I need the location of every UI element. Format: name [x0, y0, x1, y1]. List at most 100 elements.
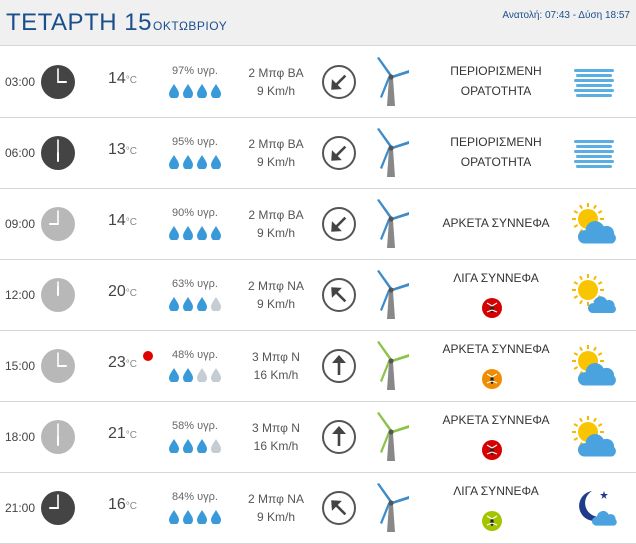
mosquito-alert-icon — [481, 510, 503, 532]
forecast-row: 12:00 20°C 63% υγρ. 2 Μπφ ΝΑ 9 Km/h ΛΙΓΑ… — [0, 260, 636, 331]
wind-beaufort: 3 Μπφ Ν — [252, 350, 300, 364]
row-time: 03:00 — [5, 75, 36, 89]
row-wind: 2 Μπφ ΝΑ 9 Km/h — [236, 277, 316, 313]
clock-icon — [40, 64, 76, 100]
humidity-drops-icon — [168, 153, 224, 170]
sun-cloud-icon — [570, 414, 618, 460]
row-wind: 2 Μπφ ΝΑ 9 Km/h — [236, 490, 316, 526]
sun-cloud-icon — [570, 343, 618, 389]
month-label: ΟΚΤΩΒΡΙΟΥ — [153, 19, 228, 33]
clock-icon — [40, 135, 76, 171]
humidity-drops-icon — [168, 295, 224, 312]
wind-turbine-icon — [372, 56, 412, 108]
condition-text: ΑΡΚΕΤΑ ΣΥΝΝΕΦΑ — [442, 342, 550, 356]
wind-direction-icon — [321, 490, 357, 526]
row-condition: ΛΙΓΑ ΣΥΝΝΕΦΑ — [428, 268, 564, 288]
wind-speed: 9 Km/h — [256, 510, 295, 524]
forecast-row: 21:00 16°C 84% υγρ. 2 Μπφ ΝΑ 9 Km/h ΛΙΓΑ… — [0, 473, 636, 544]
row-condition: ΑΡΚΕΤΑ ΣΥΝΝΕΦΑ — [428, 213, 564, 233]
wind-turbine-icon — [372, 198, 412, 250]
row-humidity: 95% υγρ. — [172, 136, 218, 148]
row-temperature: 20°C — [108, 283, 138, 300]
clock-icon — [40, 277, 76, 313]
humidity-drops-icon — [168, 437, 224, 454]
row-humidity: 97% υγρ. — [172, 65, 218, 77]
row-condition: ΑΡΚΕΤΑ ΣΥΝΝΕΦΑ — [428, 410, 564, 430]
wind-direction-icon — [321, 277, 357, 313]
condition-text: ΠΕΡΙΟΡΙΣΜΕΝΗ — [450, 64, 542, 78]
condition-text: ΛΙΓΑ ΣΥΝΝΕΦΑ — [453, 271, 539, 285]
moon-cloud-icon — [570, 485, 618, 531]
forecast-row: 03:00 14°C 97% υγρ. 2 Μπφ ΒΑ 9 Km/h ΠΕΡΙ… — [0, 47, 636, 118]
row-time: 21:00 — [5, 501, 36, 515]
row-temperature: 13°C — [108, 141, 138, 158]
row-condition: ΠΕΡΙΟΡΙΣΜΕΝΗ ΟΡΑΤΟΤΗΤΑ — [428, 61, 564, 101]
row-wind: 3 Μπφ Ν 16 Km/h — [236, 419, 316, 455]
wind-beaufort: 2 Μπφ ΝΑ — [248, 492, 304, 506]
forecast-row: 15:00 23°C 48% υγρ. 3 Μπφ Ν 16 Km/h ΑΡΚΕ… — [0, 331, 636, 402]
humidity-drops-icon — [168, 82, 224, 99]
day-title: ΤΕΤΑΡΤΗ 15 — [6, 9, 152, 36]
fog-icon — [570, 59, 618, 105]
condition-text: ΟΡΑΤΟΤΗΤΑ — [460, 155, 532, 169]
row-condition: ΠΕΡΙΟΡΙΣΜΕΝΗ ΟΡΑΤΟΤΗΤΑ — [428, 132, 564, 172]
row-humidity: 84% υγρ. — [172, 491, 218, 503]
row-wind: 2 Μπφ ΒΑ 9 Km/h — [236, 135, 316, 171]
row-humidity: 90% υγρ. — [172, 207, 218, 219]
condition-text: ΛΙΓΑ ΣΥΝΝΕΦΑ — [453, 484, 539, 498]
row-temperature: 21°C — [108, 425, 138, 442]
wind-beaufort: 2 Μπφ ΒΑ — [248, 137, 304, 151]
row-time: 06:00 — [5, 146, 36, 160]
wind-beaufort: 3 Μπφ Ν — [252, 421, 300, 435]
wind-turbine-icon — [372, 127, 412, 179]
wind-turbine-icon — [372, 269, 412, 321]
wind-speed: 9 Km/h — [256, 226, 295, 240]
row-time: 18:00 — [5, 430, 36, 444]
sun-small-cloud-icon — [570, 272, 618, 318]
row-condition: ΛΙΓΑ ΣΥΝΝΕΦΑ — [428, 481, 564, 501]
wind-speed: 16 Km/h — [253, 439, 299, 453]
wind-speed: 9 Km/h — [256, 297, 295, 311]
condition-text: ΟΡΑΤΟΤΗΤΑ — [460, 84, 532, 98]
wind-turbine-icon — [372, 340, 412, 392]
humidity-drops-icon — [168, 366, 224, 383]
row-humidity: 63% υγρ. — [172, 278, 218, 290]
wind-direction-icon — [321, 206, 357, 242]
row-time: 12:00 — [5, 288, 36, 302]
wind-direction-icon — [321, 135, 357, 171]
wind-direction-icon — [321, 348, 357, 384]
row-temperature: 14°C — [108, 212, 138, 229]
wind-beaufort: 2 Μπφ ΝΑ — [248, 279, 304, 293]
forecast-row: 06:00 13°C 95% υγρ. 2 Μπφ ΒΑ 9 Km/h ΠΕΡΙ… — [0, 118, 636, 189]
wind-speed: 9 Km/h — [256, 84, 295, 98]
mosquito-alert-icon — [481, 368, 503, 390]
row-humidity: 48% υγρ. — [172, 349, 218, 361]
wind-speed: 16 Km/h — [253, 368, 299, 382]
row-wind: 3 Μπφ Ν 16 Km/h — [236, 348, 316, 384]
sunrise-sunset: Ανατολή: 07:43 - Δύση 18:57 — [502, 10, 630, 21]
condition-text: ΑΡΚΕΤΑ ΣΥΝΝΕΦΑ — [442, 216, 550, 230]
wind-direction-icon — [321, 64, 357, 100]
heat-alert-dot — [143, 351, 153, 361]
condition-text: ΠΕΡΙΟΡΙΣΜΕΝΗ — [450, 135, 542, 149]
wind-turbine-icon — [372, 482, 412, 534]
sun-cloud-icon — [570, 201, 618, 247]
mosquito-alert-icon — [481, 297, 503, 319]
row-temperature: 23°C — [108, 354, 138, 371]
humidity-drops-icon — [168, 224, 224, 241]
forecast-row: 09:00 14°C 90% υγρ. 2 Μπφ ΒΑ 9 Km/h ΑΡΚΕ… — [0, 189, 636, 260]
wind-direction-icon — [321, 419, 357, 455]
wind-speed: 9 Km/h — [256, 155, 295, 169]
mosquito-alert-icon — [481, 439, 503, 461]
row-time: 15:00 — [5, 359, 36, 373]
clock-icon — [40, 490, 76, 526]
row-wind: 2 Μπφ ΒΑ 9 Km/h — [236, 206, 316, 242]
row-humidity: 58% υγρ. — [172, 420, 218, 432]
row-temperature: 16°C — [108, 496, 138, 513]
clock-icon — [40, 419, 76, 455]
condition-text: ΑΡΚΕΤΑ ΣΥΝΝΕΦΑ — [442, 413, 550, 427]
day-header: ΤΕΤΑΡΤΗ 15 ΟΚΤΩΒΡΙΟΥ Ανατολή: 07:43 - Δύ… — [0, 0, 636, 46]
row-temperature: 14°C — [108, 70, 138, 87]
humidity-drops-icon — [168, 508, 224, 525]
row-condition: ΑΡΚΕΤΑ ΣΥΝΝΕΦΑ — [428, 339, 564, 359]
